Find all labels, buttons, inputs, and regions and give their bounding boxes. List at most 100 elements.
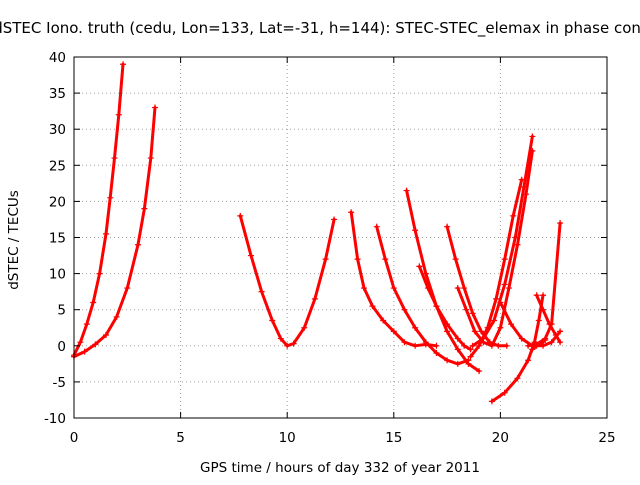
series-12 (488, 292, 547, 405)
x-axis-label: GPS time / hours of day 332 of year 2011 (200, 460, 480, 476)
data-point (518, 176, 525, 183)
data-point (433, 303, 440, 310)
series-line (530, 338, 547, 351)
series-7 (416, 263, 474, 353)
y-tick-label: 35 (49, 86, 66, 102)
series-6 (403, 187, 483, 375)
y-tick-label: 10 (49, 267, 66, 283)
data-point (488, 398, 495, 405)
data-point (497, 324, 504, 331)
data-point (508, 321, 515, 328)
data-point (444, 223, 451, 230)
grid (74, 57, 607, 418)
data-point (77, 339, 84, 346)
data-point (90, 299, 97, 306)
data-point (412, 324, 419, 331)
data-point (452, 256, 459, 263)
data-point (433, 350, 440, 357)
y-tick-label: 15 (49, 231, 66, 247)
series-line (72, 106, 157, 359)
data-point (518, 335, 525, 342)
data-point (311, 295, 318, 302)
data-point (401, 339, 408, 346)
data-point (83, 321, 90, 328)
data-point (467, 346, 474, 353)
data-point (237, 212, 244, 219)
data-point (461, 342, 468, 349)
data-point (557, 339, 564, 346)
data-point (331, 216, 338, 223)
data-point (533, 292, 540, 299)
data-point (514, 375, 521, 382)
data-point (424, 285, 431, 292)
series-15 (525, 220, 564, 349)
y-tick-label: 40 (49, 50, 66, 66)
y-tick-label: -10 (44, 411, 66, 427)
data-point (81, 348, 88, 355)
data-point (542, 337, 549, 344)
data-point (488, 342, 495, 349)
data-point (322, 256, 329, 263)
series-8 (444, 223, 510, 349)
data-point (284, 342, 291, 349)
series-line (72, 62, 125, 357)
data-point (102, 331, 109, 338)
data-point (134, 241, 141, 248)
series-5 (373, 223, 472, 367)
data-point (535, 317, 542, 324)
data-point (537, 340, 544, 347)
x-tick-label: 25 (598, 430, 615, 446)
data-point (290, 340, 297, 347)
data-point (520, 183, 527, 190)
series-group (71, 61, 564, 405)
data-point (96, 270, 103, 277)
data-point (529, 346, 536, 353)
data-point (454, 335, 461, 342)
data-point (493, 295, 500, 302)
data-point (525, 357, 532, 364)
data-point (390, 328, 397, 335)
y-axis-label: dSTEC / TECUs (6, 190, 22, 290)
data-point (416, 263, 423, 270)
y-tick-label: 30 (49, 122, 66, 138)
data-point (401, 306, 408, 313)
data-point (505, 285, 512, 292)
data-point (348, 209, 355, 216)
data-point (454, 360, 461, 367)
data-point (412, 227, 419, 234)
series-4 (348, 209, 440, 349)
data-point (557, 328, 564, 335)
series-line (456, 149, 534, 348)
data-point (390, 285, 397, 292)
chart-title: dSTEC Iono. truth (cedu, Lon=133, Lat=-3… (0, 19, 640, 38)
y-tick-label: 5 (57, 303, 66, 319)
series-line (349, 210, 438, 348)
series-line (526, 221, 562, 348)
axis-ticks: 0 5 10 15 20 25 -10 -5 0 5 10 15 20 25 30 35 40 (44, 50, 616, 446)
data-point (548, 339, 555, 346)
data-point (444, 357, 451, 364)
data-point (465, 360, 472, 367)
data-point (525, 342, 532, 349)
data-point (501, 389, 508, 396)
data-point (548, 321, 555, 328)
data-point (540, 306, 547, 313)
data-point (147, 155, 154, 162)
data-point (501, 256, 508, 263)
data-point (510, 212, 517, 219)
data-point (433, 342, 440, 349)
data-point (380, 317, 387, 324)
data-point (469, 310, 476, 317)
data-point (503, 342, 510, 349)
series-2 (71, 104, 159, 360)
data-point (495, 342, 502, 349)
data-point (491, 317, 498, 324)
x-tick-label: 5 (176, 430, 185, 446)
x-tick-label: 15 (385, 430, 402, 446)
y-tick-label: 20 (49, 194, 66, 210)
data-point (533, 342, 540, 349)
data-point (484, 324, 491, 331)
data-point (478, 328, 485, 335)
data-point (463, 306, 470, 313)
